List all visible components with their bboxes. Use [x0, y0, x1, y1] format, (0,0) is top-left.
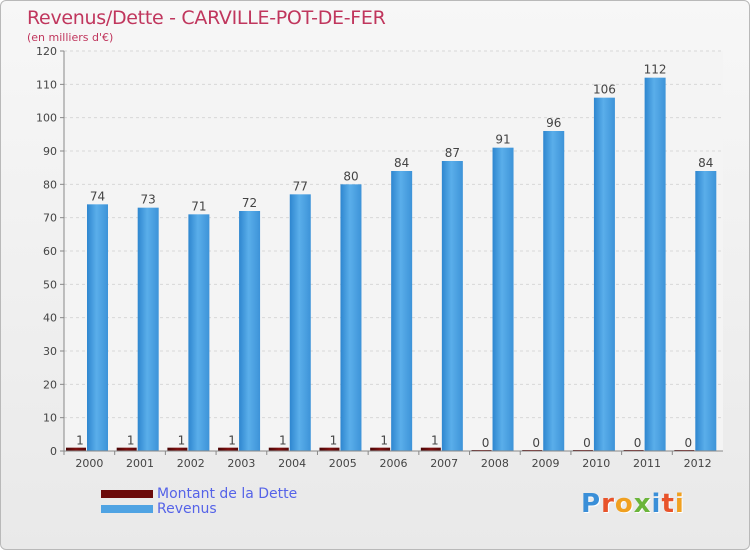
x-tick-label-2010: 2010: [582, 457, 610, 470]
bar-dette-2006: [370, 447, 391, 451]
legend-swatch-dette: [101, 490, 153, 498]
data-label-dette-2012: 0: [684, 436, 692, 450]
bar-revenus-2000: [87, 204, 108, 451]
y-tick-label: 80: [43, 178, 57, 191]
x-tick-label-2002: 2002: [177, 457, 205, 470]
data-label-dette-2002: 1: [178, 434, 186, 448]
bar-dette-2003: [218, 447, 239, 451]
data-label-dette-2010: 0: [583, 436, 591, 450]
bar-revenus-2005: [340, 184, 362, 452]
bar-revenus-2011: [644, 77, 666, 452]
bar-revenus-2002: [188, 214, 210, 451]
legend-swatch-revenus: [101, 505, 153, 513]
bar-revenus-2004: [289, 194, 311, 452]
data-label-revenus-2001: 73: [141, 193, 156, 207]
x-tick-label-2012: 2012: [684, 457, 712, 470]
x-tick-label-2011: 2011: [633, 457, 661, 470]
chart-title: Revenus/Dette - CARVILLE-POT-DE-FER: [27, 7, 386, 29]
x-tick-label-2006: 2006: [380, 457, 408, 470]
proxiti-logo: Proxiti: [581, 489, 685, 519]
data-label-dette-2008: 0: [482, 436, 490, 450]
bar-dette-2002: [167, 447, 188, 451]
bar-revenus-2007: [441, 161, 463, 451]
y-tick-label: 60: [43, 245, 57, 258]
data-label-revenus-2011: 112: [644, 63, 667, 77]
legend-label-revenus: Revenus: [157, 501, 217, 517]
data-label-dette-2006: 1: [380, 434, 388, 448]
y-tick-label: 70: [43, 212, 57, 225]
y-tick-label: 20: [43, 378, 57, 391]
data-label-revenus-2002: 71: [191, 199, 206, 213]
bar-dette-2000: [66, 447, 86, 451]
data-label-dette-2001: 1: [127, 434, 135, 448]
data-label-dette-2009: 0: [532, 436, 540, 450]
data-label-dette-2005: 1: [330, 434, 338, 448]
y-tick-label: 90: [43, 145, 57, 158]
y-tick-label: 40: [43, 312, 57, 325]
data-label-revenus-2008: 91: [495, 133, 510, 147]
bar-revenus-2008: [492, 147, 514, 451]
data-label-revenus-2006: 84: [394, 156, 409, 170]
x-tick-label-2008: 2008: [481, 457, 509, 470]
bar-revenus-2006: [391, 171, 413, 451]
bar-revenus-2003: [239, 211, 261, 451]
x-tick-label-2005: 2005: [329, 457, 357, 470]
data-label-dette-2011: 0: [634, 436, 642, 450]
data-label-dette-2007: 1: [431, 434, 439, 448]
data-label-revenus-2004: 77: [293, 179, 308, 193]
data-label-revenus-2012: 84: [698, 156, 713, 170]
data-label-revenus-2005: 80: [343, 169, 358, 183]
bar-dette-2005: [319, 447, 340, 451]
y-tick-label: 100: [36, 112, 57, 125]
x-tick-label-2004: 2004: [278, 457, 306, 470]
bar-dette-2007: [420, 447, 441, 451]
x-tick-label-2000: 2000: [75, 457, 103, 470]
y-tick-label: 50: [43, 278, 57, 291]
y-tick-label: 30: [43, 345, 57, 358]
legend-label-dette: Montant de la Dette: [157, 486, 298, 502]
data-label-revenus-2009: 96: [546, 116, 561, 130]
y-tick-label: 110: [36, 78, 57, 91]
x-tick-label-2003: 2003: [227, 457, 255, 470]
data-label-dette-2003: 1: [228, 434, 236, 448]
bar-revenus-2001: [137, 207, 159, 451]
x-tick-label-2007: 2007: [430, 457, 458, 470]
y-tick-label: 120: [36, 45, 57, 58]
y-tick-label: 0: [50, 445, 57, 458]
y-tick-label: 10: [43, 412, 57, 425]
chart-subtitle: (en milliers d'€): [27, 31, 114, 44]
data-label-revenus-2010: 106: [593, 83, 616, 97]
bar-revenus-2012: [695, 171, 717, 451]
data-label-revenus-2000: 74: [90, 189, 105, 203]
x-tick-label-2001: 2001: [126, 457, 154, 470]
data-label-dette-2004: 1: [279, 434, 287, 448]
data-label-dette-2000: 1: [76, 434, 84, 448]
bar-dette-2004: [268, 447, 289, 451]
x-tick-label-2009: 2009: [532, 457, 560, 470]
bar-revenus-2010: [593, 97, 615, 452]
bar-dette-2001: [116, 447, 137, 451]
data-label-revenus-2007: 87: [445, 146, 460, 160]
data-label-revenus-2003: 72: [242, 196, 257, 210]
bar-revenus-2009: [543, 131, 565, 451]
